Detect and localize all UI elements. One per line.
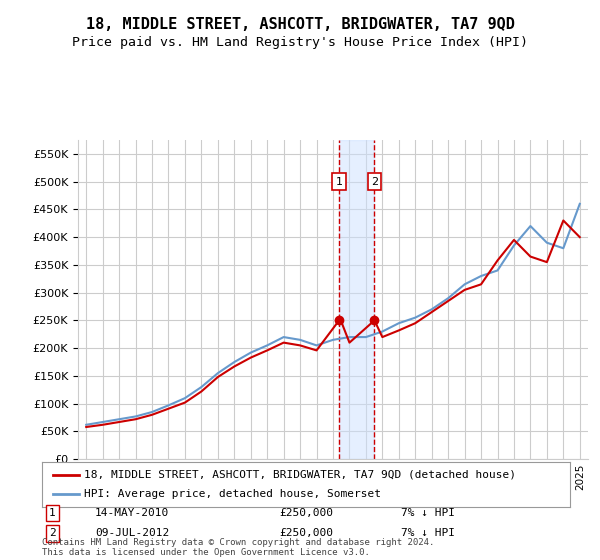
Text: 18, MIDDLE STREET, ASHCOTT, BRIDGWATER, TA7 9QD: 18, MIDDLE STREET, ASHCOTT, BRIDGWATER, …: [86, 17, 514, 32]
Text: 1: 1: [49, 508, 56, 518]
Text: 2: 2: [371, 176, 378, 186]
Text: 18, MIDDLE STREET, ASHCOTT, BRIDGWATER, TA7 9QD (detached house): 18, MIDDLE STREET, ASHCOTT, BRIDGWATER, …: [84, 469, 516, 479]
Text: 1: 1: [335, 176, 343, 186]
Text: £250,000: £250,000: [280, 508, 334, 518]
Text: 14-MAY-2010: 14-MAY-2010: [95, 508, 169, 518]
Text: Contains HM Land Registry data © Crown copyright and database right 2024.
This d: Contains HM Land Registry data © Crown c…: [42, 538, 434, 557]
Text: £250,000: £250,000: [280, 528, 334, 538]
Text: 7% ↓ HPI: 7% ↓ HPI: [401, 508, 455, 518]
Text: Price paid vs. HM Land Registry's House Price Index (HPI): Price paid vs. HM Land Registry's House …: [72, 36, 528, 49]
Bar: [339, 140, 374, 459]
Text: 7% ↓ HPI: 7% ↓ HPI: [401, 528, 455, 538]
Text: 09-JUL-2012: 09-JUL-2012: [95, 528, 169, 538]
Text: HPI: Average price, detached house, Somerset: HPI: Average price, detached house, Some…: [84, 489, 381, 500]
Text: 2: 2: [49, 528, 56, 538]
